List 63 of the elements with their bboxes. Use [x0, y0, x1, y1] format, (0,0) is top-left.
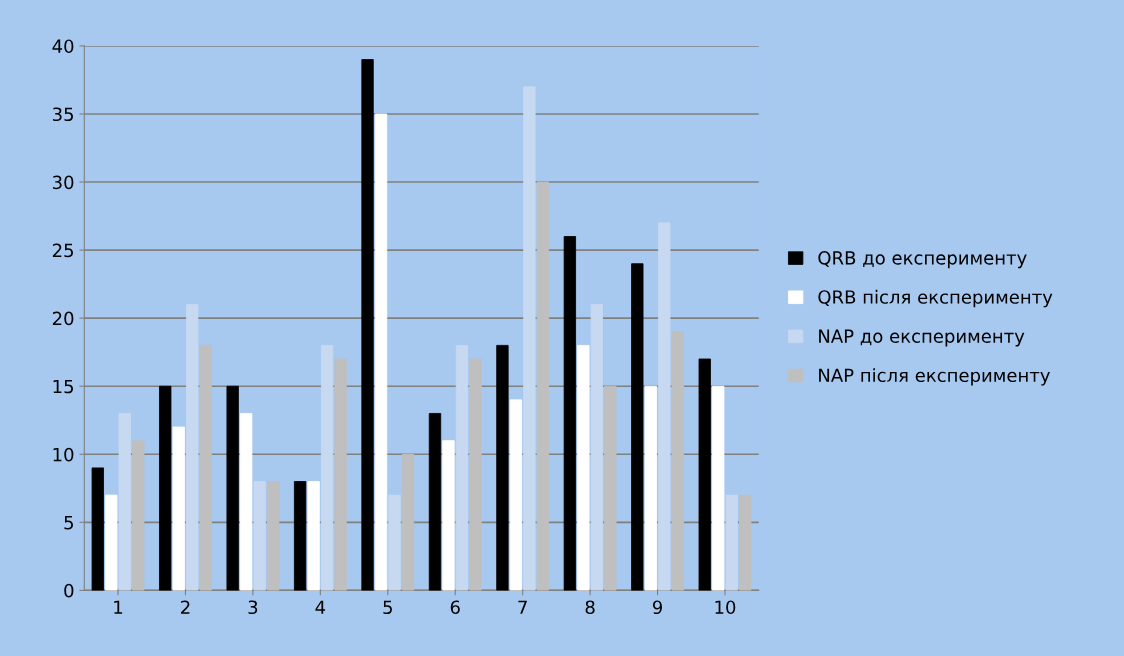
bar	[455, 344, 469, 591]
bar	[644, 385, 657, 591]
bar	[671, 331, 684, 591]
bar	[604, 385, 617, 591]
bar	[739, 494, 752, 591]
bar	[563, 236, 577, 591]
bar	[266, 481, 280, 591]
x-tick-label: 8	[585, 600, 595, 615]
bar	[523, 86, 536, 591]
y-tick-label: 20	[52, 311, 74, 326]
bar	[334, 358, 347, 591]
bar	[307, 481, 320, 591]
bar	[159, 385, 172, 591]
bar	[118, 413, 131, 591]
bar	[536, 181, 550, 591]
bar	[320, 344, 334, 591]
x-tick-label: 2	[181, 600, 190, 614]
y-tick-label: 0	[64, 583, 74, 598]
x-tick-label: 7	[518, 600, 527, 614]
bar	[374, 113, 388, 591]
bar	[577, 344, 590, 591]
bar	[725, 494, 738, 591]
legend-label: NAP після експерименту	[819, 368, 1050, 386]
bar	[105, 494, 118, 591]
bar	[698, 358, 711, 591]
y-tick-label: 35	[52, 107, 73, 122]
legend-label: QRB після експерименту	[818, 289, 1053, 308]
bar	[91, 467, 104, 591]
legend-label: QRB до експерименту	[818, 251, 1027, 269]
x-tick-label: 10	[715, 600, 736, 615]
bar	[240, 413, 253, 591]
y-tick-label: 5	[64, 516, 73, 530]
y-tick-label: 30	[52, 175, 74, 190]
y-tick-label: 25	[52, 243, 73, 258]
legend-label: NAP до експерименту	[819, 329, 1025, 347]
bar	[590, 304, 603, 591]
x-tick-label: 4	[315, 600, 326, 614]
bar	[509, 399, 523, 591]
bar	[293, 481, 307, 591]
y-tick-label: 40	[52, 39, 74, 54]
bar	[442, 440, 455, 591]
bar	[132, 440, 145, 591]
x-tick-label: 9	[652, 600, 663, 615]
bar	[496, 344, 509, 591]
bar	[428, 413, 442, 591]
x-tick-label: 1	[114, 600, 123, 614]
bar	[658, 222, 671, 591]
y-tick-label: 10	[53, 447, 74, 462]
bar	[712, 385, 725, 591]
bar	[199, 344, 212, 591]
x-tick-label: 3	[248, 600, 258, 615]
bar	[361, 59, 374, 591]
bar	[226, 385, 239, 591]
bar	[253, 481, 266, 591]
bar	[631, 263, 644, 591]
bar	[388, 494, 401, 591]
bar	[172, 426, 185, 591]
x-tick-label: 6	[450, 600, 460, 615]
x-tick-label: 5	[383, 600, 392, 615]
bar	[186, 304, 199, 591]
bar	[401, 453, 415, 591]
y-tick-label: 15	[53, 379, 73, 394]
bar	[469, 358, 482, 591]
